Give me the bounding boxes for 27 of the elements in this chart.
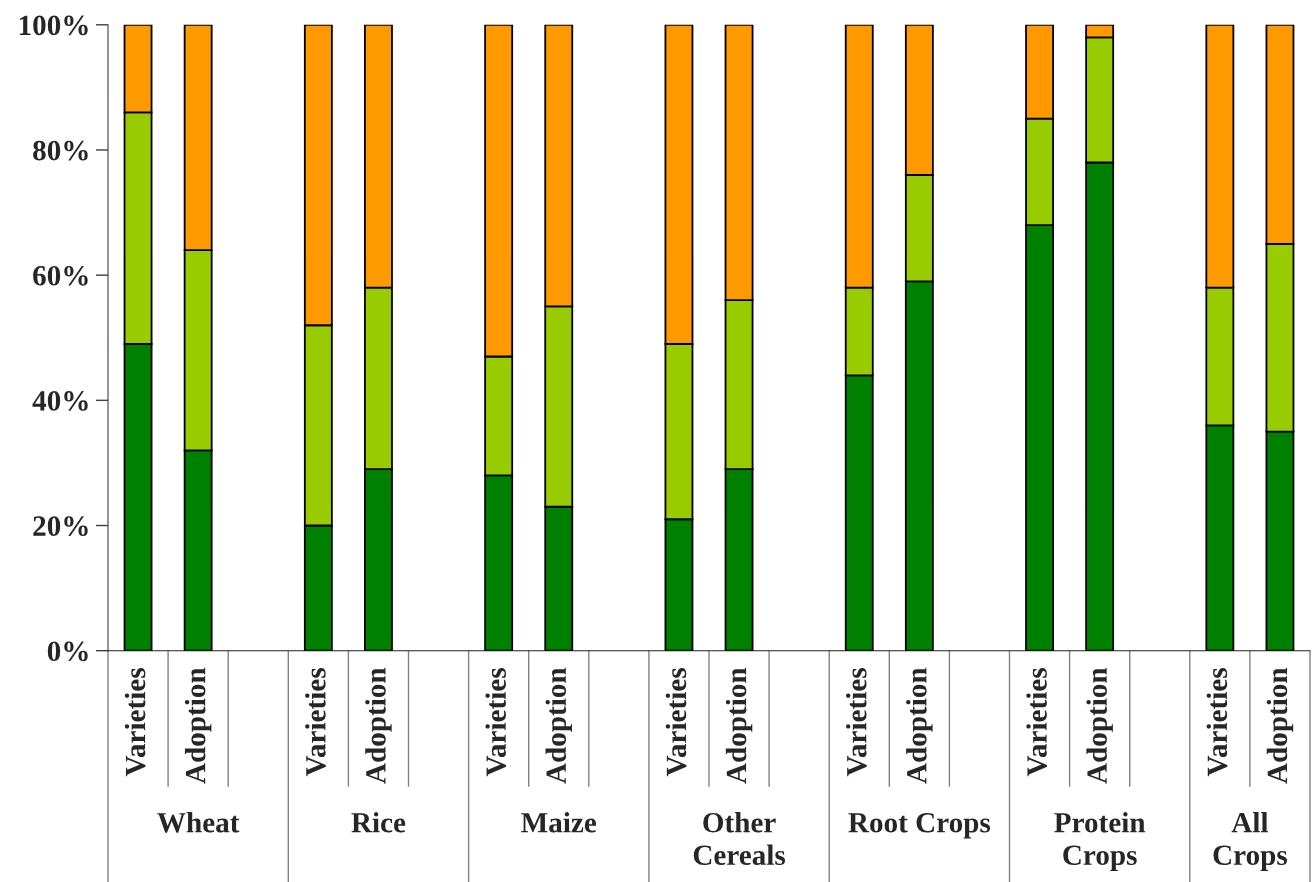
x-tick-label: Adoption xyxy=(184,667,212,784)
x-tick-label: Varieties xyxy=(485,668,507,777)
x-tick-label: Varieties xyxy=(1026,668,1048,777)
x-tick-label: Varieties xyxy=(305,668,326,777)
x-tick-label: Adoption xyxy=(725,667,753,784)
x-tick-label: Varieties xyxy=(124,668,146,777)
x-tick-label: Adoption xyxy=(365,667,392,784)
y-tick-label: 60% xyxy=(33,265,88,286)
text: Root Crops xyxy=(848,812,991,839)
text: Protein Crops xyxy=(1054,812,1146,871)
x-tick-label: Adoption xyxy=(1086,667,1113,784)
x-tick-label: Adoption xyxy=(545,667,572,784)
x-tick-label: Varieties xyxy=(665,668,687,777)
y-tick-label: 80% xyxy=(33,140,88,161)
x-tick-label: Adoption xyxy=(1266,667,1294,784)
text: All Crops xyxy=(1213,812,1288,871)
x-tick-label: Varieties xyxy=(846,668,867,777)
text: Rice xyxy=(351,812,406,833)
x-tick-label: Adoption xyxy=(906,667,933,784)
text: Maize xyxy=(521,812,597,833)
y-tick-label: 0% xyxy=(47,641,88,662)
text: Other Cereals xyxy=(693,812,786,866)
y-tick-label: 100% xyxy=(19,15,88,36)
x-tick-label: Varieties xyxy=(1206,668,1228,777)
y-tick-label: 40% xyxy=(32,391,88,411)
y-tick-label: 20% xyxy=(33,516,88,537)
text: Wheat xyxy=(157,812,240,833)
